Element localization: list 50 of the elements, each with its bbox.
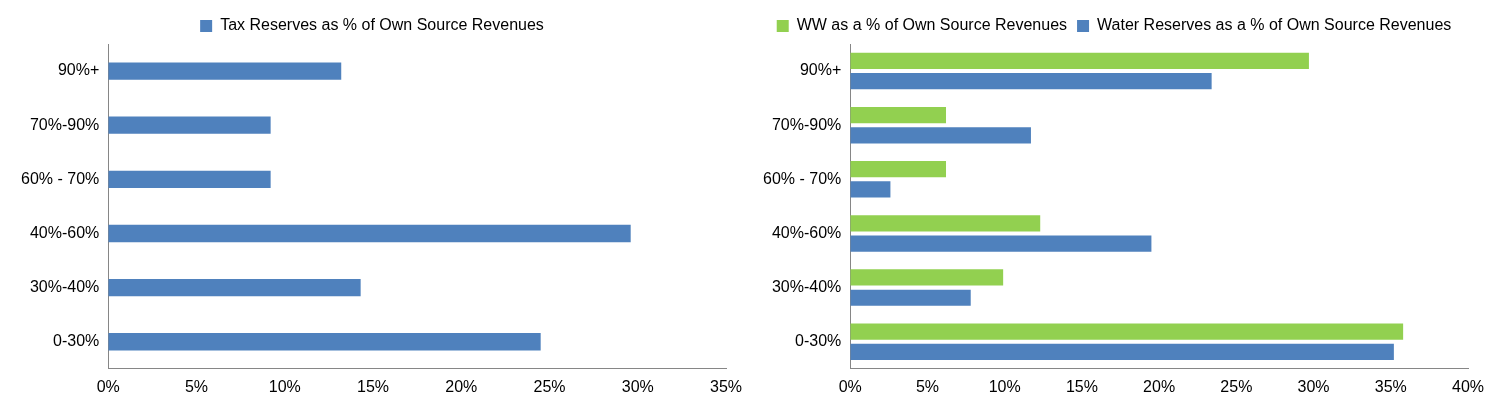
bar [108, 278, 361, 297]
x-tick-label: 25% [1220, 377, 1253, 395]
x-tick-label: 0% [96, 377, 120, 395]
y-tick-label: 60% - 70% [21, 169, 100, 187]
bar [108, 333, 541, 351]
x-tick-label: 35% [709, 377, 743, 395]
y-tick-label: 0-30% [53, 332, 100, 350]
bar [108, 224, 631, 243]
x-tick-label: 25% [533, 377, 566, 395]
y-tick-label: 0-30% [795, 332, 842, 350]
bar [850, 127, 1031, 144]
legend-label: Tax Reserves as % of Own Source Revenues [220, 16, 544, 34]
legend-label: WW as a % of Own Source Revenues [796, 16, 1068, 34]
bar [108, 170, 271, 188]
x-tick-label: 30% [621, 377, 654, 395]
x-tick-label: 30% [1297, 377, 1330, 395]
y-tick-label: 40%-60% [29, 223, 100, 241]
bar [850, 269, 1004, 286]
bar [850, 73, 1212, 90]
x-tick-label: 20% [445, 377, 478, 395]
bar [850, 161, 947, 178]
bar [850, 215, 1041, 232]
x-tick-label: 15% [356, 377, 390, 395]
bar [850, 289, 971, 306]
bar [108, 116, 271, 134]
x-tick-label: 15% [1065, 377, 1098, 395]
bar [850, 106, 947, 124]
x-tick-label: 5% [915, 377, 940, 395]
x-tick-label: 20% [1143, 377, 1176, 395]
x-tick-label: 0% [838, 377, 862, 395]
bar [850, 235, 1152, 252]
y-tick-label: 70%-90% [771, 115, 842, 133]
x-tick-label: 10% [268, 377, 301, 395]
y-tick-label: 30%-40% [771, 278, 842, 296]
y-tick-label: 70%-90% [29, 115, 100, 133]
y-tick-label: 40%-60% [771, 223, 842, 241]
bar [108, 62, 342, 80]
x-tick-label: 5% [184, 377, 209, 395]
x-tick-label: 40% [1451, 377, 1485, 395]
bar [850, 323, 1404, 340]
y-tick-label: 90%+ [57, 61, 100, 79]
x-tick-label: 10% [988, 377, 1021, 395]
y-tick-label: 90%+ [799, 61, 842, 79]
y-tick-label: 30%-40% [29, 278, 100, 296]
bar [850, 52, 1309, 70]
legend-label: Water Reserves as a % of Own Source Revenues [1097, 16, 1452, 34]
x-tick-label: 35% [1374, 377, 1407, 395]
y-tick-label: 60% - 70% [763, 169, 842, 187]
bar [850, 181, 891, 198]
bar [850, 343, 1394, 360]
